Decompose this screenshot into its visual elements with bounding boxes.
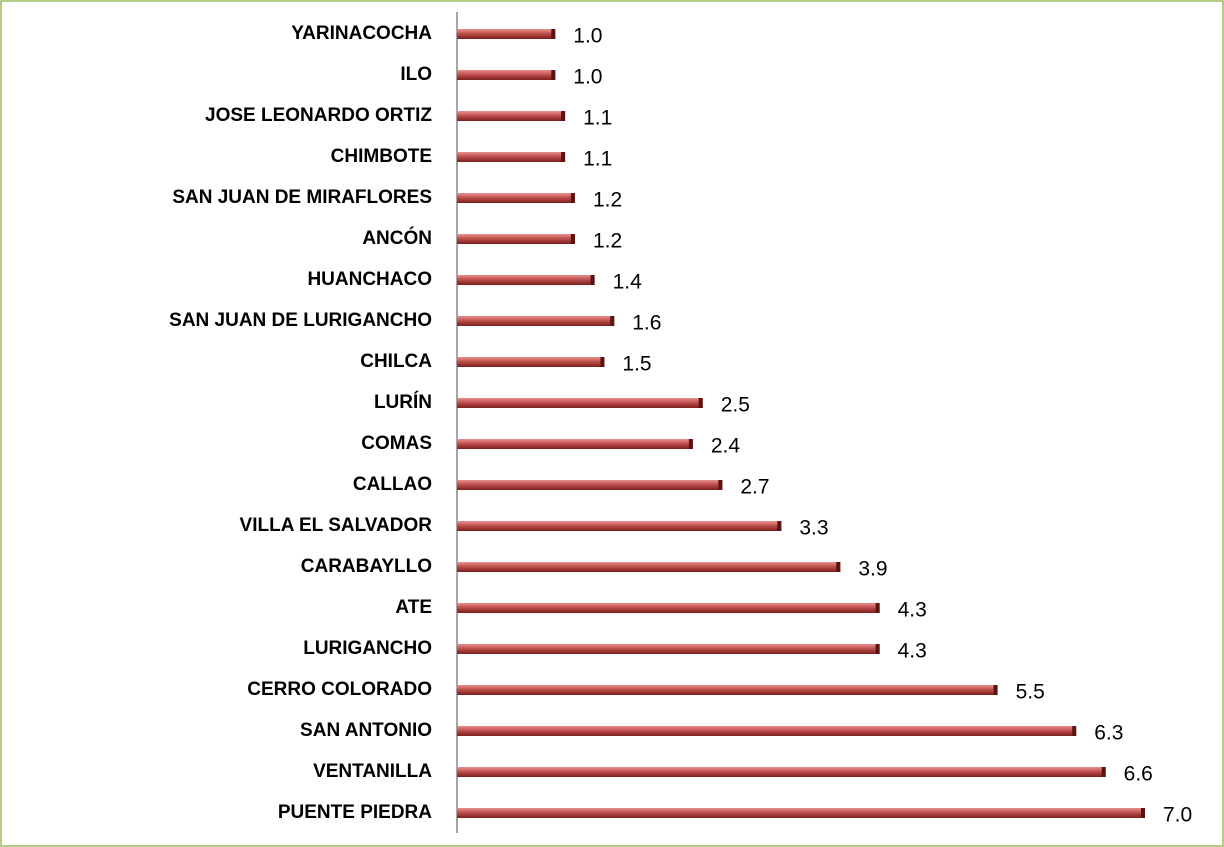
value-label: 3.3 — [799, 517, 828, 540]
category-label: LURÍN — [374, 391, 432, 413]
category-label: VILLA EL SALVADOR — [240, 515, 433, 536]
category-label: HUANCHACO — [307, 269, 432, 290]
bar — [457, 603, 880, 613]
bar-cap — [610, 316, 615, 326]
bar-cap — [1101, 767, 1106, 777]
category-label: SAN ANTONIO — [300, 720, 432, 741]
value-label: 1.6 — [632, 312, 661, 335]
value-label: 1.0 — [573, 25, 602, 48]
bar — [457, 111, 566, 121]
value-label: 1.5 — [622, 353, 651, 376]
bar — [457, 767, 1106, 777]
bar-cap — [561, 111, 566, 121]
bar — [457, 644, 880, 654]
bar — [457, 439, 693, 449]
bar — [457, 521, 782, 531]
value-label: 1.4 — [613, 271, 643, 294]
category-label: CERRO COLORADO — [247, 679, 432, 700]
bar — [457, 152, 566, 162]
category-label: CALLAO — [353, 474, 432, 495]
category-label: ANCÓN — [362, 227, 432, 249]
value-label: 3.9 — [858, 558, 887, 581]
category-label: CHIMBOTE — [331, 146, 432, 167]
category-label: YARINACOCHA — [291, 23, 432, 44]
category-label: SAN JUAN DE LURIGANCHO — [169, 310, 432, 331]
bar — [457, 316, 615, 326]
bar — [457, 193, 575, 203]
bar-cap — [777, 521, 782, 531]
value-label: 1.2 — [593, 230, 622, 253]
bar — [457, 275, 595, 285]
value-label: 1.1 — [583, 148, 612, 171]
bar — [457, 685, 998, 695]
bar-cap — [570, 234, 575, 244]
category-label: CARABAYLLO — [301, 556, 432, 577]
bar — [457, 480, 723, 490]
bar-cap — [561, 152, 566, 162]
category-label: LURIGANCHO — [303, 638, 432, 659]
bar-cap — [688, 439, 693, 449]
bar — [457, 29, 556, 39]
bar-cap — [551, 70, 556, 80]
category-label: PUENTE PIEDRA — [278, 802, 432, 823]
bar-cap — [600, 357, 605, 367]
bar — [457, 357, 605, 367]
category-label: SAN JUAN DE MIRAFLORES — [172, 187, 432, 208]
bar-cap — [1141, 808, 1145, 818]
value-label: 1.0 — [573, 66, 602, 89]
bar — [457, 234, 575, 244]
value-label: 5.5 — [1016, 681, 1045, 704]
category-label: ATE — [395, 597, 432, 618]
value-label: 1.1 — [583, 107, 612, 130]
value-label: 7.0 — [1163, 804, 1192, 827]
bar-cap — [718, 480, 723, 490]
bar-cap — [698, 398, 703, 408]
category-label: VENTANILLA — [313, 761, 432, 782]
category-label: CHILCA — [360, 351, 432, 372]
bar-cap — [993, 685, 998, 695]
value-label: 6.3 — [1094, 722, 1123, 745]
bar-cap — [551, 29, 556, 39]
bar-cap — [570, 193, 575, 203]
value-label: 4.3 — [898, 640, 927, 663]
bar — [457, 398, 703, 408]
bar-cap — [836, 562, 841, 572]
category-label: JOSE LEONARDO ORTIZ — [205, 105, 432, 126]
value-label: 2.7 — [740, 476, 769, 499]
bar — [457, 562, 841, 572]
bar — [457, 726, 1077, 736]
category-label: ILO — [400, 64, 432, 85]
bar-cap — [1072, 726, 1077, 736]
bar-cap — [590, 275, 595, 285]
value-label: 4.3 — [898, 599, 927, 622]
value-label: 2.5 — [721, 394, 750, 417]
value-label: 2.4 — [711, 435, 741, 458]
bar-cap — [875, 603, 880, 613]
value-label: 1.2 — [593, 189, 622, 212]
category-label: COMAS — [361, 433, 432, 454]
bar — [457, 70, 556, 80]
value-label: 6.6 — [1124, 763, 1153, 786]
bar-cap — [875, 644, 880, 654]
bar — [457, 808, 1145, 818]
